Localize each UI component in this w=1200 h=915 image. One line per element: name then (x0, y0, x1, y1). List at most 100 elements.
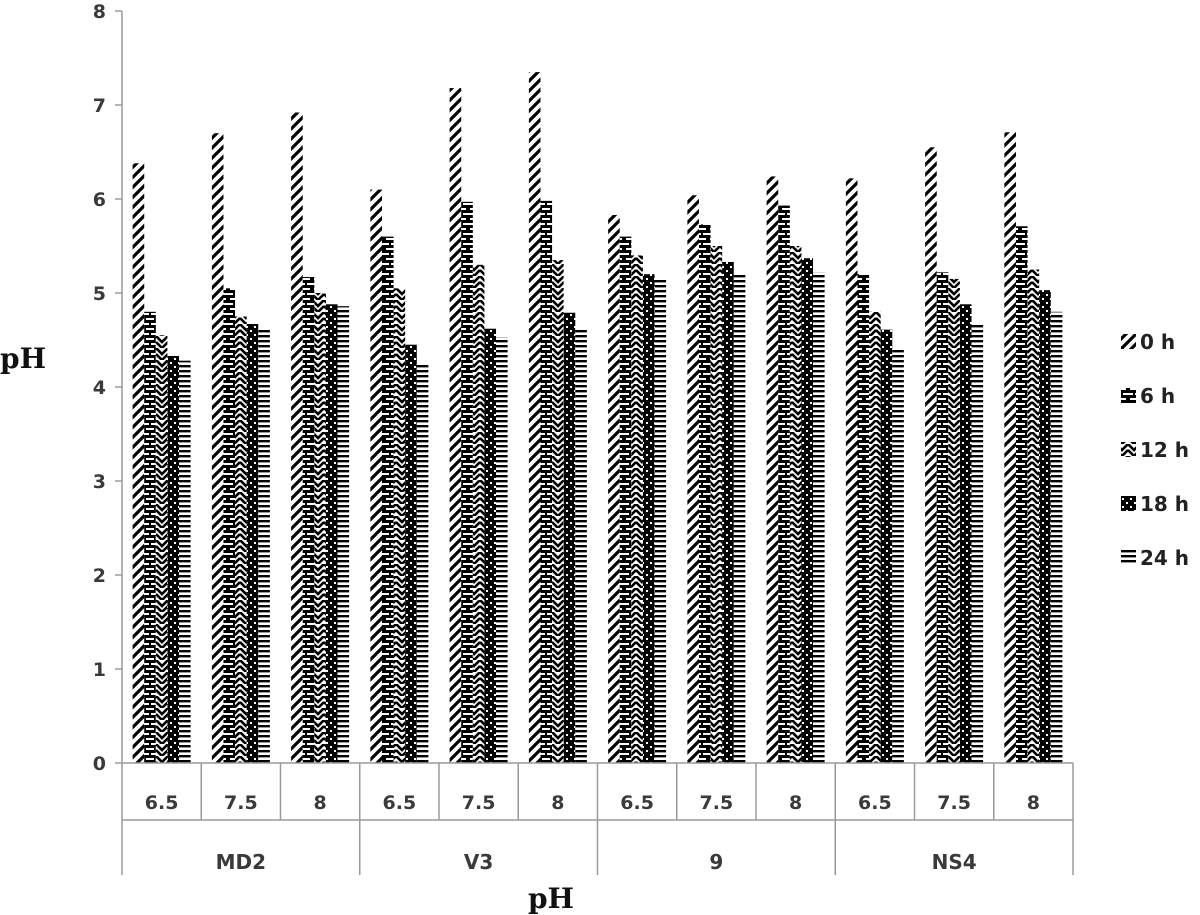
bar-24h-5 (496, 337, 508, 763)
bar-12h-5 (472, 264, 485, 763)
bar-6h-12 (1015, 226, 1028, 763)
y-axis-ticks: 0 1 2 3 4 5 6 7 8 (93, 1, 122, 775)
y-tick-label: 2 (93, 565, 106, 587)
bar-0h-4 (370, 189, 382, 764)
bar-12h-6 (552, 260, 564, 763)
bar-12h-4 (393, 288, 406, 763)
bar-6h-10 (857, 274, 870, 763)
x-group-label: 9 (709, 850, 723, 874)
x-group-label: NS4 (932, 850, 977, 874)
bar-18h-4 (405, 344, 417, 763)
bars-layer (132, 72, 1063, 764)
y-tick-label: 6 (93, 189, 106, 211)
y-tick-label: 1 (93, 659, 106, 681)
bar-6h-6 (540, 200, 553, 763)
bar-12h-12 (1027, 269, 1040, 763)
bar-6h-7 (619, 236, 632, 764)
x-tick-label: 6.5 (145, 792, 179, 814)
x-tick-label: 8 (1027, 792, 1040, 814)
x-tick-label: 6.5 (858, 792, 892, 814)
bar-12h-11 (948, 278, 960, 763)
legend-label: 24 h (1140, 546, 1189, 570)
bar-6h-11 (936, 272, 949, 763)
bar-18h-2 (246, 324, 259, 763)
bar-0h-2 (211, 133, 224, 763)
bar-6h-4 (381, 236, 394, 764)
y-tick-label: 0 (93, 753, 106, 775)
legend-swatch (1121, 388, 1136, 403)
bar-24h-3 (337, 306, 350, 763)
bar-0h-1 (132, 163, 145, 763)
bar-24h-12 (1050, 311, 1063, 763)
x-tick-label: 7.5 (700, 792, 734, 814)
y-tick-label: 3 (93, 471, 106, 493)
bar-0h-6 (528, 72, 541, 764)
bar-18h-10 (880, 329, 893, 763)
y-tick-label: 5 (93, 283, 106, 305)
bar-18h-6 (563, 312, 576, 763)
bar-0h-12 (1004, 132, 1016, 763)
bar-12h-1 (155, 335, 168, 763)
legend-swatch (1121, 442, 1136, 457)
bar-6h-9 (778, 205, 790, 763)
bar-18h-9 (801, 258, 814, 763)
bar-24h-2 (258, 328, 270, 763)
legend-label: 0 h (1140, 330, 1175, 354)
bar-18h-12 (1039, 290, 1051, 763)
bar-12h-8 (710, 246, 723, 763)
bar-24h-8 (733, 274, 746, 763)
x-tick-label: 7.5 (462, 792, 496, 814)
x-tick-label: 7.5 (224, 792, 258, 814)
legend-swatch (1121, 550, 1136, 565)
x-group-label: V3 (464, 850, 493, 874)
bar-24h-4 (416, 363, 429, 763)
x-tick-label: 8 (314, 792, 327, 814)
bar-18h-1 (167, 355, 180, 763)
x-group-label: MD2 (216, 850, 266, 874)
bar-24h-10 (892, 349, 904, 763)
bar-12h-2 (235, 316, 247, 763)
bar-12h-7 (631, 255, 643, 763)
bar-24h-1 (179, 360, 191, 763)
y-tick-label: 7 (93, 95, 106, 117)
bar-6h-8 (698, 224, 711, 763)
legend: 0 h 6 h 12 h 18 h 24 h (1121, 330, 1189, 570)
bar-18h-8 (722, 261, 734, 763)
bar-12h-9 (789, 246, 802, 763)
bar-18h-7 (642, 274, 655, 763)
bar-0h-5 (449, 88, 462, 763)
bar-0h-3 (291, 112, 303, 763)
y-axis-title: pH (0, 342, 46, 375)
x-tick-label: 6.5 (383, 792, 417, 814)
bar-0h-10 (845, 178, 858, 763)
bar-6h-1 (144, 311, 156, 763)
y-tick-label: 4 (93, 377, 106, 399)
bar-18h-5 (484, 328, 497, 763)
y-tick-label: 8 (93, 1, 106, 23)
bar-6h-2 (223, 288, 236, 763)
bar-6h-3 (302, 277, 315, 763)
x-axis-title: pH (528, 882, 574, 915)
legend-label: 12 h (1140, 438, 1189, 462)
bar-24h-9 (813, 272, 825, 763)
bar-24h-7 (654, 278, 667, 763)
bar-0h-8 (687, 195, 699, 764)
bar-24h-11 (971, 324, 984, 763)
x-tick-label: 8 (551, 792, 564, 814)
bar-24h-6 (575, 328, 587, 763)
legend-label: 18 h (1140, 492, 1189, 516)
legend-swatch (1121, 334, 1136, 349)
bar-0h-9 (766, 176, 779, 763)
bar-6h-5 (461, 201, 473, 763)
bar-12h-10 (869, 311, 881, 763)
legend-swatch (1121, 496, 1136, 511)
x-tick-label: 7.5 (937, 792, 971, 814)
bar-0h-7 (608, 214, 620, 764)
bar-18h-3 (325, 304, 338, 763)
x-tick-label: 6.5 (620, 792, 654, 814)
bar-0h-11 (925, 147, 937, 764)
x-axis-ticks: 6.5 7.5 8 6.5 7.5 8 6.5 7.5 8 6.5 7.5 8 MD2 V3 9 NS4 (121, 763, 1074, 875)
legend-label: 6 h (1140, 384, 1175, 408)
x-tick-label: 8 (789, 792, 802, 814)
